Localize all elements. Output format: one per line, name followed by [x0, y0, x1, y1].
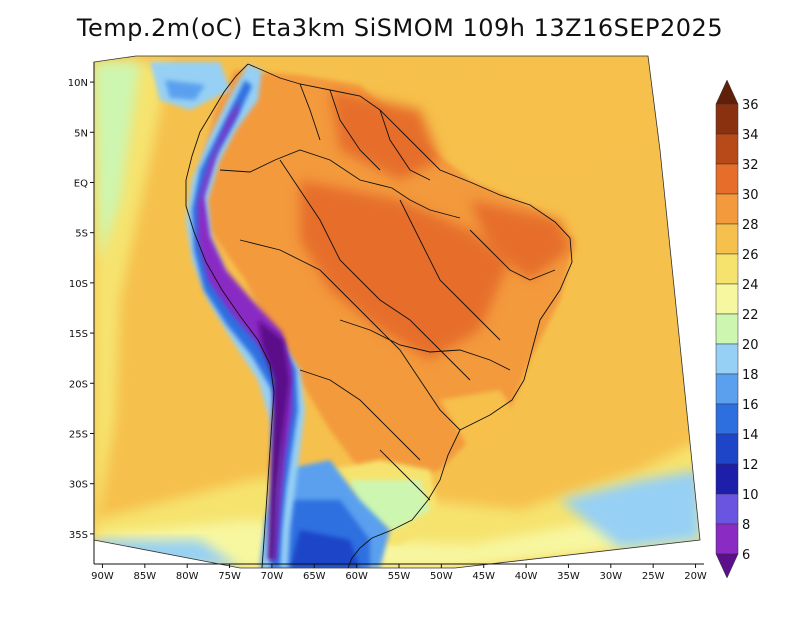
colorbar-label: 32 — [742, 158, 759, 173]
colorbar-label: 14 — [742, 428, 759, 443]
colorbar-bin — [715, 133, 739, 165]
lat-label: 20S — [69, 379, 88, 390]
colorbar-label: 34 — [742, 128, 759, 143]
colorbar-bin — [715, 523, 739, 555]
lon-label: 70W — [261, 571, 284, 582]
lat-label: 30S — [69, 480, 88, 491]
lon-label: 65W — [303, 571, 326, 582]
lon-label: 85W — [134, 571, 157, 582]
lat-label: 10S — [69, 279, 88, 290]
lon-label: 20W — [684, 571, 707, 582]
temperature-field — [94, 56, 700, 568]
colorbar-label: 22 — [742, 308, 759, 323]
colorbar-min-triangle — [715, 553, 739, 579]
domain-boundary — [93, 55, 701, 569]
colorbar-bin — [715, 193, 739, 225]
lon-label: 55W — [388, 571, 411, 582]
colorbar-bin — [715, 343, 739, 375]
colorbar-bin — [715, 253, 739, 285]
colorbar-label: 6 — [742, 548, 750, 563]
colorbar-max-triangle — [715, 79, 739, 105]
lon-label: 45W — [472, 571, 495, 582]
lat-label: 25S — [69, 429, 88, 440]
colorbar-bin — [715, 433, 739, 465]
lon-label: 35W — [557, 571, 580, 582]
lon-label: 90W — [91, 571, 114, 582]
colorbar-bin — [715, 373, 739, 405]
lat-label: 15S — [69, 329, 88, 340]
colorbar-bin — [715, 163, 739, 195]
lat-label: EQ — [74, 178, 88, 189]
lon-label: 80W — [176, 571, 199, 582]
colorbar-label: 8 — [742, 518, 750, 533]
political-boundaries — [185, 63, 573, 569]
colorbar-bin — [715, 223, 739, 255]
lon-label: 50W — [430, 571, 453, 582]
colorbar-bin — [715, 283, 739, 315]
map-axes: 10N 5N EQ 5S 10S 15S 20S 25S 30S 35S 90W 85W 80W 75W… — [68, 62, 707, 582]
lat-label: 5S — [75, 229, 88, 240]
colorbar: 6 8 10 12 14 16 18 20 22 24 26 28 30 32 34 36 — [715, 79, 759, 579]
colorbar-label: 24 — [742, 278, 759, 293]
lon-label: 30W — [599, 571, 622, 582]
colorbar-bin — [715, 403, 739, 435]
colorbar-bin — [715, 313, 739, 345]
colorbar-label: 18 — [742, 368, 759, 383]
colorbar-label: 20 — [742, 338, 759, 353]
colorbar-label: 10 — [742, 488, 759, 503]
colorbar-label: 36 — [742, 98, 759, 113]
colorbar-label: 28 — [742, 218, 759, 233]
colorbar-bin — [715, 103, 739, 135]
colorbar-label: 30 — [742, 188, 759, 203]
colorbar-label: 26 — [742, 248, 759, 263]
colorbar-label: 16 — [742, 398, 759, 413]
lon-label: 25W — [642, 571, 665, 582]
colorbar-bin — [715, 493, 739, 525]
map-title: Temp.2m(oC) Eta3km SiSMOM 109h 13Z16SEP2… — [76, 14, 724, 42]
lon-label: 60W — [345, 571, 368, 582]
lon-label: 75W — [218, 571, 241, 582]
lon-label: 40W — [515, 571, 538, 582]
colorbar-bin — [715, 463, 739, 495]
lat-label: 5N — [74, 128, 88, 139]
colorbar-label: 12 — [742, 458, 759, 473]
lat-label: 35S — [69, 530, 88, 541]
lat-label: 10N — [68, 78, 88, 89]
